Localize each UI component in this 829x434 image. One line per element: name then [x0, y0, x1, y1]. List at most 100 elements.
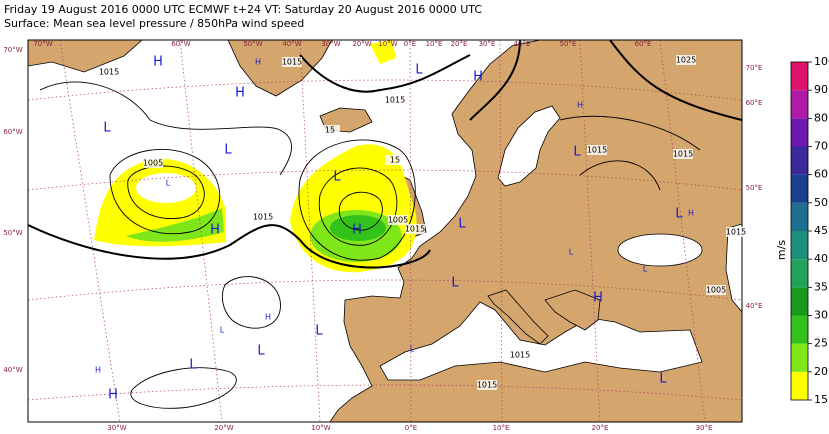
colorbar-tick-label: 25	[814, 337, 828, 350]
isobar-label-text: 1015	[385, 96, 405, 105]
colorbar-tick-label: 30	[814, 309, 828, 322]
colorbar-band	[791, 62, 808, 91]
geo-label: 70°E	[746, 64, 763, 72]
isobar	[109, 148, 221, 235]
colorbar-tick-label: 80	[814, 111, 828, 124]
canada	[28, 40, 143, 73]
isobar	[338, 191, 383, 231]
pressure-center: L	[189, 358, 197, 373]
geo-label: 70°W	[33, 40, 52, 48]
isobar-label: 1015	[99, 67, 119, 77]
isobar-label-text: 1015	[510, 351, 530, 360]
isobar-label-text: 1005	[706, 286, 726, 295]
colorbar-tick-label: 100	[814, 55, 829, 68]
geo-label: 10°W	[311, 424, 330, 432]
isobar-label: 1015	[282, 57, 302, 67]
isobar-label: 1015	[253, 212, 273, 222]
pressure-center: L	[451, 276, 459, 291]
isobar-label: 1015	[385, 95, 405, 105]
colorbar-band	[791, 174, 808, 203]
isobar-label-text: 1015	[405, 225, 425, 234]
colorbar-tick-label: 40	[814, 252, 828, 265]
pressure-center: L	[659, 372, 667, 387]
wind-calm	[136, 173, 196, 203]
header-title: Friday 19 August 2016 0000 UTC ECMWF t+2…	[4, 3, 482, 16]
geo-label: 60°E	[746, 99, 763, 107]
isobar-label: 1015	[726, 227, 746, 237]
geo-label: 70°W	[3, 46, 22, 54]
colorbar-tick-label: 70	[814, 140, 828, 153]
pressure-center: H	[95, 366, 101, 375]
balkans	[544, 289, 601, 331]
pressure-center: H	[473, 70, 483, 85]
isobar-label-text: 1015	[99, 68, 119, 77]
isobar-label-text: 1005	[388, 216, 408, 225]
pressure-center: H	[255, 58, 261, 67]
isobar-label: 1005	[143, 158, 163, 168]
isobar-label-text: 15	[325, 126, 335, 135]
geo-label: 30°E	[696, 424, 713, 432]
pressure-center: L	[675, 207, 683, 222]
isobar-label: 1015	[477, 380, 497, 390]
isobar-label-text: 15	[390, 156, 400, 165]
isobar-label-bg	[253, 212, 273, 222]
geo-label: 40°W	[282, 40, 301, 48]
isobar-label-text: 1015	[587, 146, 607, 155]
geo-label: 40°W	[3, 366, 22, 374]
colorbar-tick-label: 50	[814, 196, 828, 209]
colorbar-band	[791, 259, 808, 288]
isobar-label-text: 1015	[253, 213, 273, 222]
geo-label: 10°E	[493, 424, 510, 432]
isobar-label-text: 1005	[143, 159, 163, 168]
pressure-center: H	[688, 209, 694, 218]
colorbar: m/s 15 20 25 30 35 40 45 50 60 70 80 90 100	[775, 55, 829, 406]
isobar-label-bg	[99, 67, 119, 77]
isobar-label-text: 1015	[477, 381, 497, 390]
isobar-label: 1015	[673, 149, 693, 159]
isobar	[559, 115, 701, 191]
isobar-label-text: 1015	[673, 150, 693, 159]
colorbar-band	[791, 202, 808, 231]
isobar-label-bg	[477, 380, 497, 390]
isobar-label-bg	[673, 149, 693, 159]
pressure-center: L	[315, 324, 323, 339]
colorbar-tick-label: 15	[814, 393, 828, 406]
pressure-center: L	[458, 217, 466, 232]
geo-label: 60°W	[171, 40, 190, 48]
isobar-label: 1015	[510, 350, 530, 360]
isobar-label-text: 1015	[282, 58, 302, 67]
colorbar-band	[791, 146, 808, 175]
italy	[487, 289, 549, 345]
isobar-label: 15	[320, 125, 340, 135]
pressure-center: H	[210, 223, 220, 238]
geo-label: 30°W	[107, 424, 126, 432]
pressure-center: H	[577, 101, 583, 110]
geo-label: 60°W	[3, 128, 22, 136]
geo-label: 10°W	[378, 40, 397, 48]
colorbar-unit: m/s	[775, 240, 788, 260]
pressure-center: H	[593, 291, 603, 306]
colorbar-band	[791, 287, 808, 316]
pressure-center: L	[220, 326, 225, 335]
isobar-label-bg	[282, 57, 302, 67]
isobar-label-bg	[388, 215, 408, 225]
colorbar-band	[791, 343, 808, 372]
colorbar-band	[791, 118, 808, 147]
colorbar-tick-label: 60	[814, 168, 828, 181]
pressure-center: H	[235, 86, 245, 101]
geo-label: 10°E	[426, 40, 443, 48]
pressure-center: L	[224, 143, 232, 158]
geo-label: 30°E	[479, 40, 496, 48]
pressure-center: L	[410, 345, 415, 354]
wind-15-20	[370, 40, 396, 64]
isobar-label-bg	[706, 285, 726, 295]
geo-label: 50°W	[243, 40, 262, 48]
mediterranean-sea	[379, 301, 703, 381]
isobar-label-text: 1025	[676, 56, 696, 65]
geo-label: 20°W	[352, 40, 371, 48]
geo-label: 20°W	[214, 424, 233, 432]
isobar-label-bg	[143, 158, 163, 168]
geo-label: 50°E	[560, 40, 577, 48]
isobar-label: 1025	[676, 55, 696, 65]
